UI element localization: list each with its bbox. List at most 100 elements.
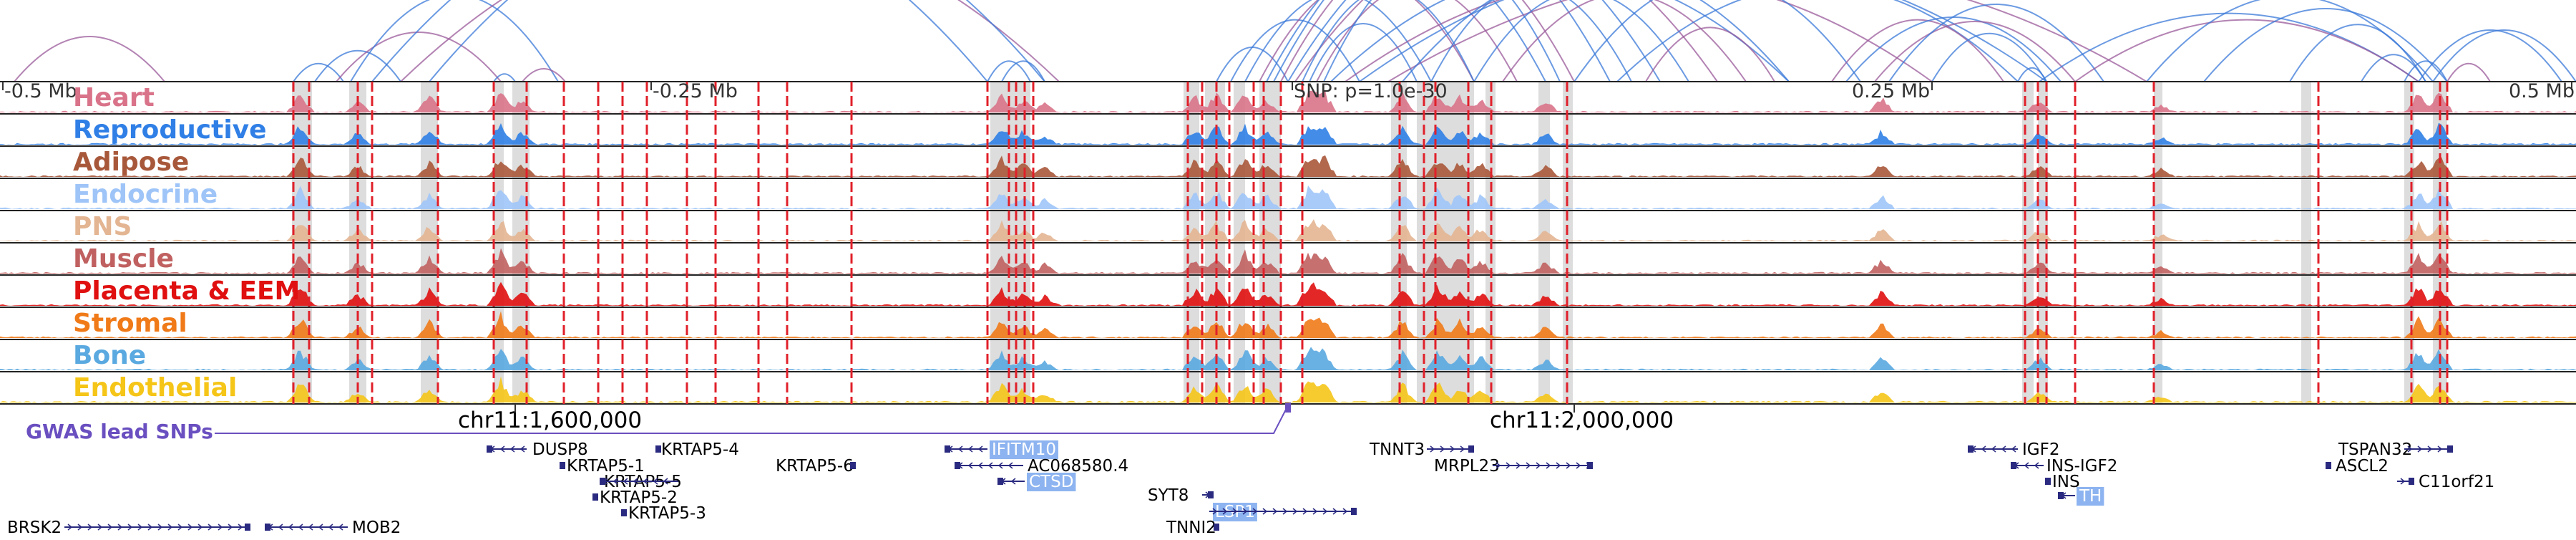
gene-strand-arrow xyxy=(997,462,1003,469)
gene-label-ifitm10: IFITM10 xyxy=(992,440,1056,459)
interaction-arc xyxy=(1330,0,1790,82)
gwas-snp-marker xyxy=(1285,402,1291,413)
gene-label-brsk2: BRSK2 xyxy=(7,519,62,537)
gene-strand-arrow xyxy=(1212,508,1218,515)
track-signal xyxy=(0,219,2576,241)
gene-highlight-box xyxy=(990,440,1058,459)
gene-highlight-box xyxy=(1027,473,1076,491)
gene-label-tnnt3: TNNT3 xyxy=(1369,440,1425,459)
gene-strand-arrow xyxy=(1332,508,1338,515)
gene-exon xyxy=(1587,462,1593,469)
gene-strand-arrow xyxy=(328,524,333,531)
track-label-heart: Heart xyxy=(73,83,155,112)
track-label-stromal: Stromal xyxy=(73,309,187,338)
gene-label-krtap5-2: KRTAP5-2 xyxy=(600,488,678,507)
interaction-arc xyxy=(2432,29,2576,82)
axis-right-label: 0.5 Mb xyxy=(2509,80,2575,102)
gene-exon xyxy=(2045,478,2051,485)
gene-label-syt8: SYT8 xyxy=(1148,486,1189,505)
track-labels: Heart Reproductive Adipose Endocrine PNS… xyxy=(73,83,300,402)
interaction-arc xyxy=(429,0,1045,82)
gene-strand-arrow xyxy=(1272,508,1278,515)
gene-strand-arrow xyxy=(1991,445,1996,453)
gene-strand-arrow xyxy=(238,524,243,531)
interaction-arc xyxy=(1216,47,1289,82)
gene-strand-arrow xyxy=(1450,445,1455,453)
gene-strand-arrow xyxy=(977,445,983,453)
track-signal xyxy=(0,122,2576,145)
interaction-arc xyxy=(1309,23,1418,82)
gene-exon xyxy=(621,509,627,516)
gene-strand-arrow xyxy=(157,524,163,531)
gene-strand-arrow xyxy=(2400,478,2406,485)
gene-strand-arrow xyxy=(288,524,293,531)
track-label-endocrine: Endocrine xyxy=(73,180,218,209)
track-label-reproductive: Reproductive xyxy=(73,115,267,145)
track-signal xyxy=(0,248,2576,274)
gene-label-ctsd: CTSD xyxy=(1029,473,1073,491)
gene-annotations: DUSP8 KRTAP5-4 KRTAP5-1 KRTAP5-5 KRTAP5-… xyxy=(7,440,2494,537)
gene-exon xyxy=(945,445,950,453)
interaction-arc xyxy=(350,0,559,82)
gene-strand-arrow xyxy=(1322,508,1328,515)
gene-strand-arrow xyxy=(967,445,973,453)
gene-exon xyxy=(1351,508,1357,515)
gene-exon xyxy=(560,462,565,469)
interaction-arc xyxy=(371,0,988,82)
interaction-arc xyxy=(1259,0,1475,82)
gene-strand-arrow xyxy=(1981,445,1986,453)
gene-label-krtap5-6: KRTAP5-6 xyxy=(776,457,854,476)
coord-right-label: chr11:2,000,000 xyxy=(1490,408,1674,433)
gene-label-ins-igf2: INS-IGF2 xyxy=(2046,457,2117,476)
gene-exon xyxy=(2058,492,2064,499)
gene-strand-arrow xyxy=(107,524,113,531)
gene-strand-arrow xyxy=(613,478,618,485)
gene-strand-arrow xyxy=(1566,462,1571,469)
interaction-arc xyxy=(2404,60,2448,82)
gene-strand-arrow xyxy=(967,462,973,469)
interaction-arc xyxy=(493,73,516,82)
gene-strand-arrow xyxy=(278,524,283,531)
gene-label-krtap5-3: KRTAP5-3 xyxy=(628,504,706,523)
interaction-arc xyxy=(400,0,1060,82)
gene-strand-arrow xyxy=(127,524,133,531)
interaction-arc xyxy=(1402,0,1790,82)
gene-strand-arrow xyxy=(1526,462,1531,469)
gene-label-dusp8: DUSP8 xyxy=(532,440,588,459)
gene-strand-arrow xyxy=(1008,462,1013,469)
axis-mid-right-label: 0.25 Mb xyxy=(1852,80,1930,102)
signal-tracks xyxy=(0,81,2576,405)
interaction-arc xyxy=(1302,0,1475,82)
gene-label-krtap5-4: KRTAP5-4 xyxy=(661,440,739,459)
interaction-arc xyxy=(2361,54,2426,82)
gene-strand-arrow xyxy=(519,445,525,453)
interaction-arc xyxy=(2418,29,2562,82)
gene-strand-arrow xyxy=(1536,462,1541,469)
gene-strand-arrow xyxy=(1232,508,1238,515)
coord-left-label: chr11:1,600,000 xyxy=(458,408,642,433)
gene-strand-arrow xyxy=(298,524,303,531)
interaction-arc xyxy=(336,32,502,82)
track-label-endothelial: Endothelial xyxy=(73,373,237,402)
interaction-arc xyxy=(1831,19,2004,82)
gene-strand-arrow xyxy=(167,524,173,531)
gene-exon xyxy=(2326,462,2331,469)
gene-label-mrpl23: MRPL23 xyxy=(1434,457,1500,476)
gene-strand-arrow xyxy=(1312,508,1318,515)
genomic-axis: -0.5 Mb -0.25 Mb SNP: p=1.0e-30 0.25 Mb … xyxy=(2,80,2575,433)
track-label-pns: PNS xyxy=(73,212,132,241)
track-label-adipose: Adipose xyxy=(73,148,189,177)
interaction-arc xyxy=(1430,0,1632,82)
gene-highlight-box xyxy=(2077,487,2104,506)
gene-strand-arrow xyxy=(137,524,143,531)
gene-strand-arrow xyxy=(2024,462,2029,469)
gwas-label: GWAS lead SNPs xyxy=(26,420,213,443)
gwas-lead-snps: GWAS lead SNPs xyxy=(26,402,1291,443)
gene-strand-arrow xyxy=(1440,445,1445,453)
gene-strand-arrow xyxy=(97,524,103,531)
gene-strand-arrow xyxy=(1556,462,1561,469)
gene-exon xyxy=(1968,445,1974,453)
gene-strand-arrow xyxy=(187,524,193,531)
interaction-arc xyxy=(1931,33,2047,82)
track-signal xyxy=(0,376,2576,402)
